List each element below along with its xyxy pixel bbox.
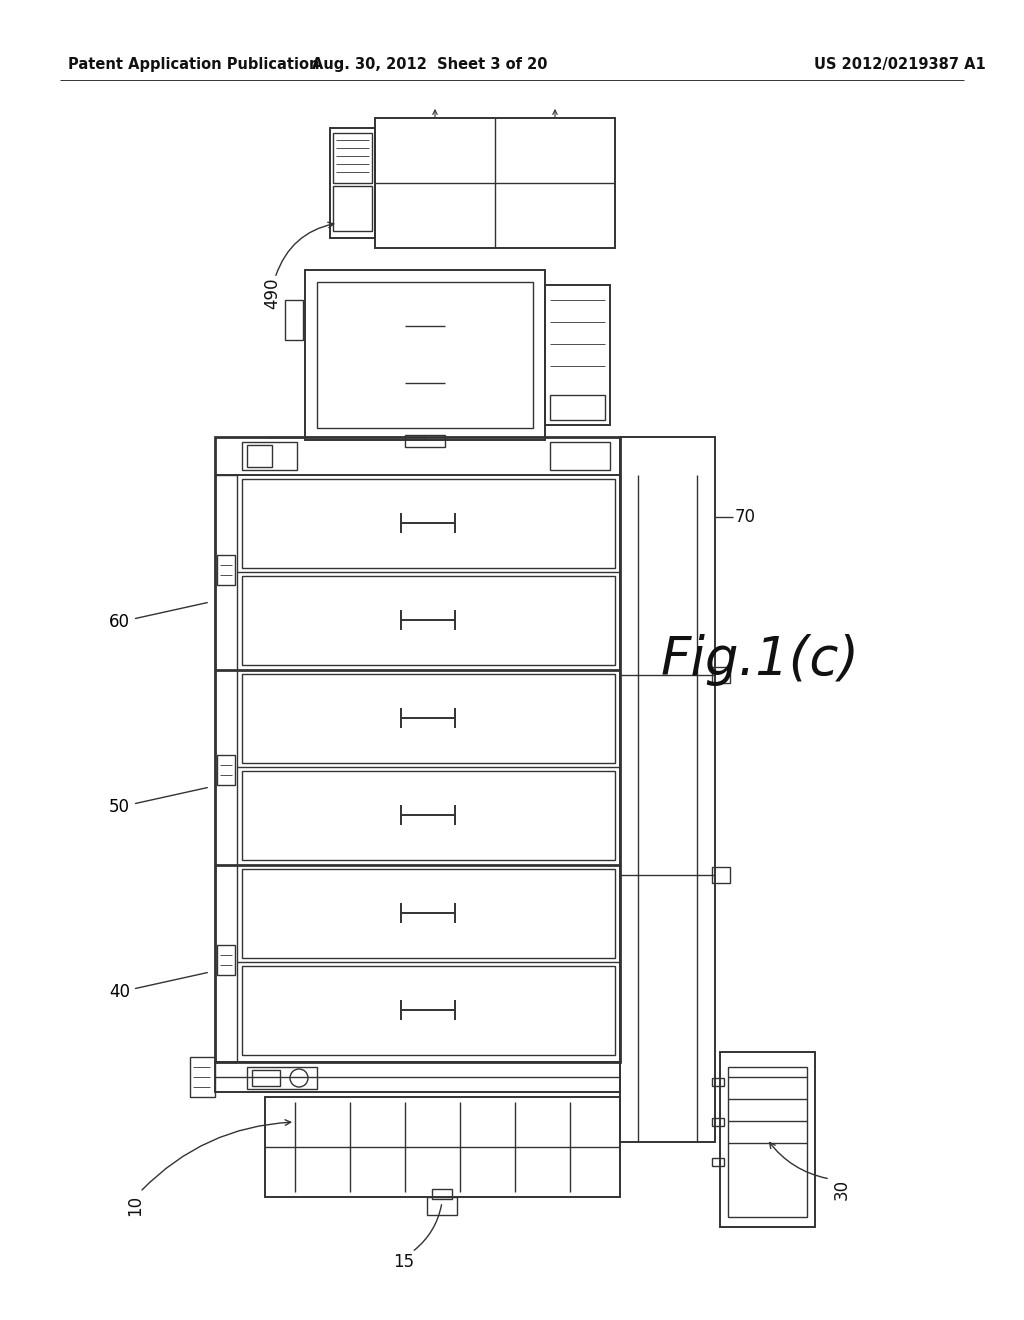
Text: US 2012/0219387 A1: US 2012/0219387 A1 [814, 58, 986, 73]
Bar [317, 282, 534, 428]
Bar [330, 128, 375, 238]
Bar [720, 1052, 815, 1228]
Bar [427, 1197, 457, 1214]
Bar [333, 186, 372, 231]
Bar [215, 1063, 620, 1092]
Bar [242, 771, 615, 861]
Bar [265, 1097, 620, 1197]
Text: 10: 10 [126, 1195, 144, 1216]
Text: 490: 490 [263, 277, 281, 309]
Bar [545, 285, 610, 425]
Bar [333, 133, 372, 183]
Bar [242, 966, 615, 1055]
Bar [247, 1067, 317, 1089]
Bar [247, 445, 272, 467]
Bar [712, 1078, 724, 1086]
Text: Aug. 30, 2012  Sheet 3 of 20: Aug. 30, 2012 Sheet 3 of 20 [312, 58, 548, 73]
Bar [305, 271, 545, 440]
Text: 60: 60 [109, 603, 207, 631]
Bar [550, 395, 605, 420]
Bar [242, 576, 615, 665]
Text: 70: 70 [735, 508, 756, 525]
Bar [217, 755, 234, 785]
Bar [242, 479, 615, 568]
Bar [620, 437, 715, 1142]
Text: 50: 50 [109, 788, 207, 816]
Bar [432, 1189, 452, 1199]
Bar [406, 436, 445, 447]
Bar [712, 1158, 724, 1166]
Bar [252, 1071, 280, 1086]
Bar [550, 442, 610, 470]
Bar [217, 945, 234, 975]
Bar [217, 554, 234, 585]
Bar [242, 675, 615, 763]
Bar [215, 437, 620, 1063]
Text: Patent Application Publication: Patent Application Publication [68, 58, 319, 73]
Bar [712, 667, 730, 682]
Text: 30: 30 [833, 1179, 851, 1200]
Bar [712, 867, 730, 883]
Bar [242, 442, 297, 470]
Text: 15: 15 [393, 1253, 415, 1271]
Bar [242, 869, 615, 958]
Bar [375, 117, 615, 248]
Bar [285, 300, 303, 341]
Bar [215, 475, 237, 1063]
Text: 40: 40 [109, 973, 207, 1001]
Bar [712, 1118, 724, 1126]
Bar [190, 1057, 215, 1097]
Bar [728, 1067, 807, 1217]
Text: Fig.1(c): Fig.1(c) [660, 634, 859, 686]
